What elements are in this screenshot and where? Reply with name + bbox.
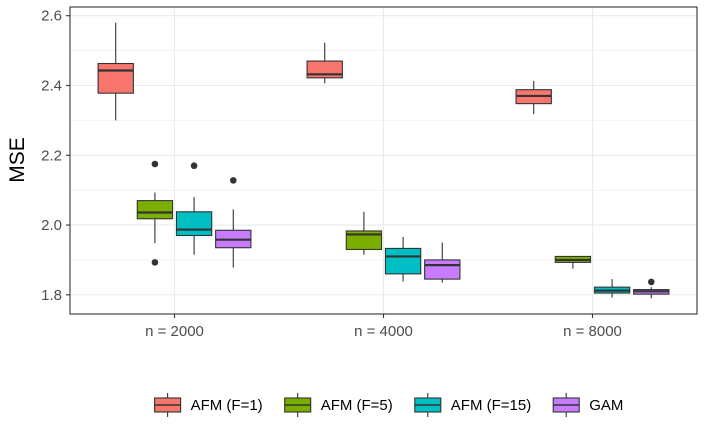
x-tick-label: n = 2000 (145, 323, 204, 340)
legend-item: AFM (F=5) (284, 393, 393, 417)
box-group (136, 160, 174, 266)
outlier-point (229, 177, 237, 184)
x-axis: n = 2000 n = 4000 n = 8000 (145, 314, 622, 340)
y-tick-label: 2.2 (41, 147, 62, 164)
legend-item: AFM (F=15) (414, 393, 531, 417)
legend-item: GAM (552, 393, 623, 417)
box-group (515, 80, 552, 115)
outlier-point (190, 162, 198, 170)
legend-label: AFM (F=15) (451, 397, 531, 414)
y-axis-title: MSE (6, 137, 29, 183)
box (175, 211, 213, 237)
y-tick-label: 2.0 (41, 217, 62, 234)
x-tick-label: n = 8000 (563, 323, 622, 340)
box (136, 200, 174, 220)
box (345, 230, 383, 251)
legend-label: AFM (F=1) (191, 397, 263, 414)
outlier-point (151, 160, 159, 168)
box-group (384, 236, 422, 282)
y-tick-label: 2.4 (41, 77, 62, 94)
legend-label: AFM (F=5) (321, 397, 393, 414)
legend-item: AFM (F=1) (154, 393, 263, 417)
y-tick-label: 1.8 (41, 287, 62, 304)
box-group (345, 211, 383, 255)
box-group (633, 278, 670, 299)
outlier-point (151, 259, 159, 266)
box-group (424, 242, 461, 283)
y-axis: 1.8 2.0 2.2 2.4 2.6 (41, 8, 70, 304)
box-group (306, 42, 343, 84)
box-group (593, 279, 631, 298)
legend-label: GAM (589, 397, 623, 414)
x-tick-label: n = 4000 (354, 323, 413, 340)
box-group (215, 177, 252, 268)
box (424, 259, 461, 280)
box (97, 62, 134, 94)
y-tick-label: 2.6 (41, 8, 62, 25)
box-group (554, 255, 592, 269)
box-group (97, 22, 134, 121)
box-group (175, 162, 213, 255)
boxes-layer (97, 22, 670, 299)
outlier-point (647, 278, 655, 286)
gridlines (70, 7, 697, 314)
legend: AFM (F=1) AFM (F=5) AFM (F=15) GAM (154, 393, 623, 417)
box (384, 247, 422, 275)
